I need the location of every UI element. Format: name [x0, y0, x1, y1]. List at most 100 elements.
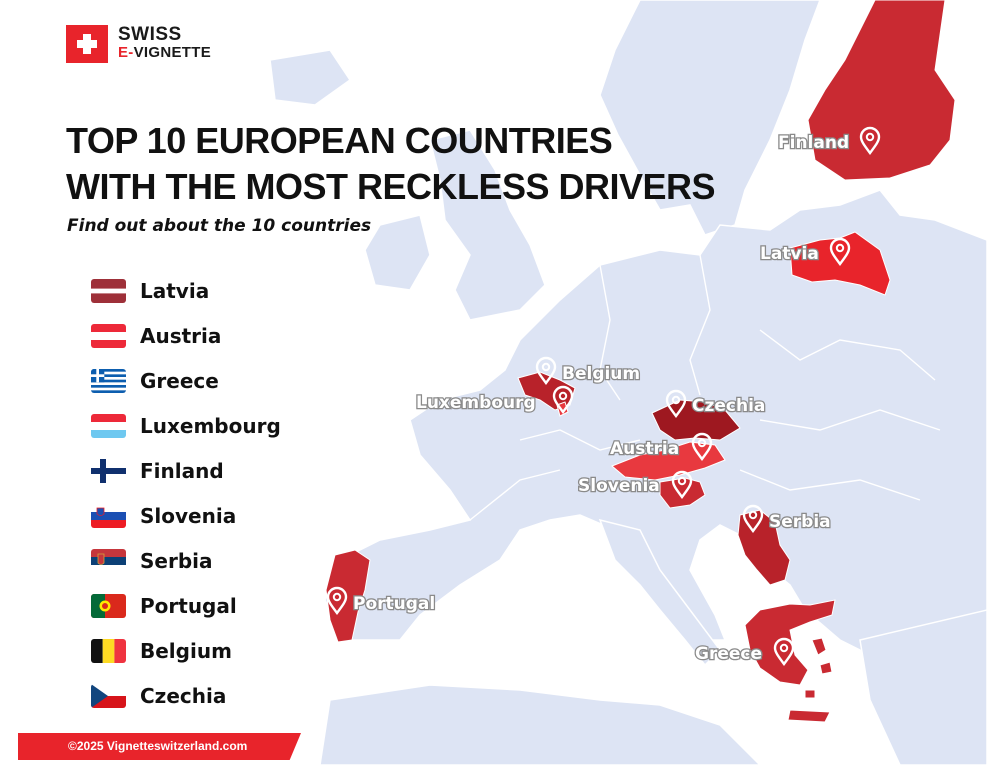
- location-pin-icon: [535, 356, 557, 386]
- legend-label: Portugal: [140, 593, 237, 618]
- map-label-luxembourg: Luxembourg: [416, 393, 536, 413]
- location-pin-dot: [748, 510, 758, 520]
- location-pin-dot: [541, 362, 551, 372]
- map-label-czechia: Czechia: [692, 396, 765, 416]
- legend-label: Austria: [140, 323, 222, 348]
- legend-item-portugal: Portugal: [91, 583, 281, 628]
- location-pin-dot: [779, 643, 789, 653]
- title-line1: TOP 10 EUROPEAN COUNTRIES: [66, 120, 613, 161]
- brand-line2: E-VIGNETTE: [118, 44, 211, 62]
- location-pin-dot: [671, 395, 681, 405]
- portugal-flag-icon: [91, 593, 126, 618]
- legend-item-latvia: Latvia: [91, 268, 281, 313]
- slovenia-shape: [659, 477, 706, 509]
- map-label-portugal: Portugal: [353, 594, 435, 614]
- legend-item-austria: Austria: [91, 313, 281, 358]
- brand-line1: SWISS: [118, 24, 182, 45]
- czechia-shape: [651, 399, 741, 441]
- ireland-land: [364, 214, 431, 291]
- location-pin-icon: [859, 126, 881, 156]
- britain-land: [429, 129, 546, 321]
- marker-greece: Greece: [694, 637, 795, 667]
- title-line2: WITH THE MOST RECKLESS DRIVERS: [66, 166, 716, 207]
- marker-austria: Austria: [609, 432, 713, 462]
- marker-portugal: Portugal: [326, 586, 437, 616]
- legend-item-finland: Finland: [91, 448, 281, 493]
- map-label-latvia: Latvia: [760, 244, 819, 264]
- location-pin-icon: [552, 385, 574, 415]
- latvia-flag-icon: [91, 278, 126, 303]
- brand-logo: SWISS E-VIGNETTE: [66, 25, 211, 63]
- land-masses: [269, 0, 987, 765]
- africa-land: [319, 684, 762, 765]
- marker-slovenia: Slovenia: [577, 470, 693, 500]
- brand-line2-accent: E-: [118, 44, 134, 61]
- portugal-shape: [325, 549, 371, 643]
- location-pin-dot: [558, 391, 568, 401]
- finland-shape: [807, 0, 956, 181]
- slovenia-flag-icon: [91, 503, 126, 528]
- anatolia-land: [859, 609, 987, 765]
- austria-flag-icon: [91, 323, 126, 348]
- greece-islands-shape: [787, 637, 833, 723]
- belgium-shape: [517, 371, 576, 411]
- czechia-flag-icon: [91, 683, 126, 708]
- marker-latvia: Latvia: [759, 237, 851, 267]
- brand-line2-text: VIGNETTE: [133, 44, 212, 61]
- legend-item-slovenia: Slovenia: [91, 493, 281, 538]
- location-pin-icon: [665, 389, 687, 419]
- north-island-land: [269, 49, 352, 106]
- scandinavia-land: [599, 0, 821, 236]
- map-markers: Finland Latvia Belgium Luxembourg Czechia Aus…: [326, 126, 881, 667]
- serbia-flag-icon: [91, 548, 126, 573]
- location-pin-icon: [773, 637, 795, 667]
- marker-belgium: Belgium: [535, 356, 641, 386]
- location-pin-icon: [829, 237, 851, 267]
- map-label-austria: Austria: [610, 439, 679, 459]
- page-title: TOP 10 EUROPEAN COUNTRIES WITH THE MOST …: [66, 118, 826, 210]
- luxembourg-flag-icon: [91, 413, 126, 438]
- legend-label: Finland: [140, 458, 224, 483]
- map-label-finland: Finland: [778, 133, 849, 153]
- greece-flag-icon: [91, 368, 126, 393]
- legend-item-belgium: Belgium: [91, 628, 281, 673]
- legend-label: Czechia: [140, 683, 227, 708]
- legend-label: Luxembourg: [140, 413, 281, 438]
- italy-land: [598, 518, 721, 667]
- marker-finland: Finland: [777, 126, 881, 156]
- belgium-flag-icon: [91, 638, 126, 663]
- legend-item-greece: Greece: [91, 358, 281, 403]
- footer-banner: ©2025 Vignetteswitzerland.com: [18, 733, 301, 760]
- location-pin-icon: [742, 504, 764, 534]
- page-subtitle: Find out about the 10 countries: [67, 216, 372, 236]
- location-pin-dot: [332, 592, 342, 602]
- swiss-cross-icon: [66, 25, 108, 63]
- location-pin-icon: [691, 432, 713, 462]
- location-pin-icon: [326, 586, 348, 616]
- location-pin-icon: [671, 470, 693, 500]
- legend-label: Greece: [140, 368, 219, 393]
- country-borders: [469, 254, 941, 521]
- footer-copyright: ©2025 Vignetteswitzerland.com: [68, 739, 248, 753]
- location-pin-dot: [865, 132, 875, 142]
- finland-flag-icon: [91, 458, 126, 483]
- legend-label: Slovenia: [140, 503, 237, 528]
- map-label-serbia: Serbia: [769, 512, 831, 532]
- legend-label: Latvia: [140, 278, 210, 303]
- map-label-greece: Greece: [695, 644, 762, 664]
- marker-serbia: Serbia: [742, 504, 832, 534]
- legend-item-serbia: Serbia: [91, 538, 281, 583]
- legend-item-czechia: Czechia: [91, 673, 281, 718]
- map-label-belgium: Belgium: [562, 364, 640, 384]
- location-pin-dot: [697, 438, 707, 448]
- location-pin-dot: [835, 243, 845, 253]
- location-pin-dot: [677, 476, 687, 486]
- brand-name: SWISS E-VIGNETTE: [118, 24, 211, 62]
- country-legend: Latvia Austria Greece Luxembourg Finland Slov…: [91, 268, 281, 718]
- legend-label: Belgium: [140, 638, 232, 663]
- legend-label: Serbia: [140, 548, 213, 573]
- map-label-slovenia: Slovenia: [578, 476, 660, 496]
- legend-item-luxembourg: Luxembourg: [91, 403, 281, 448]
- marker-czechia: Czechia: [665, 389, 767, 419]
